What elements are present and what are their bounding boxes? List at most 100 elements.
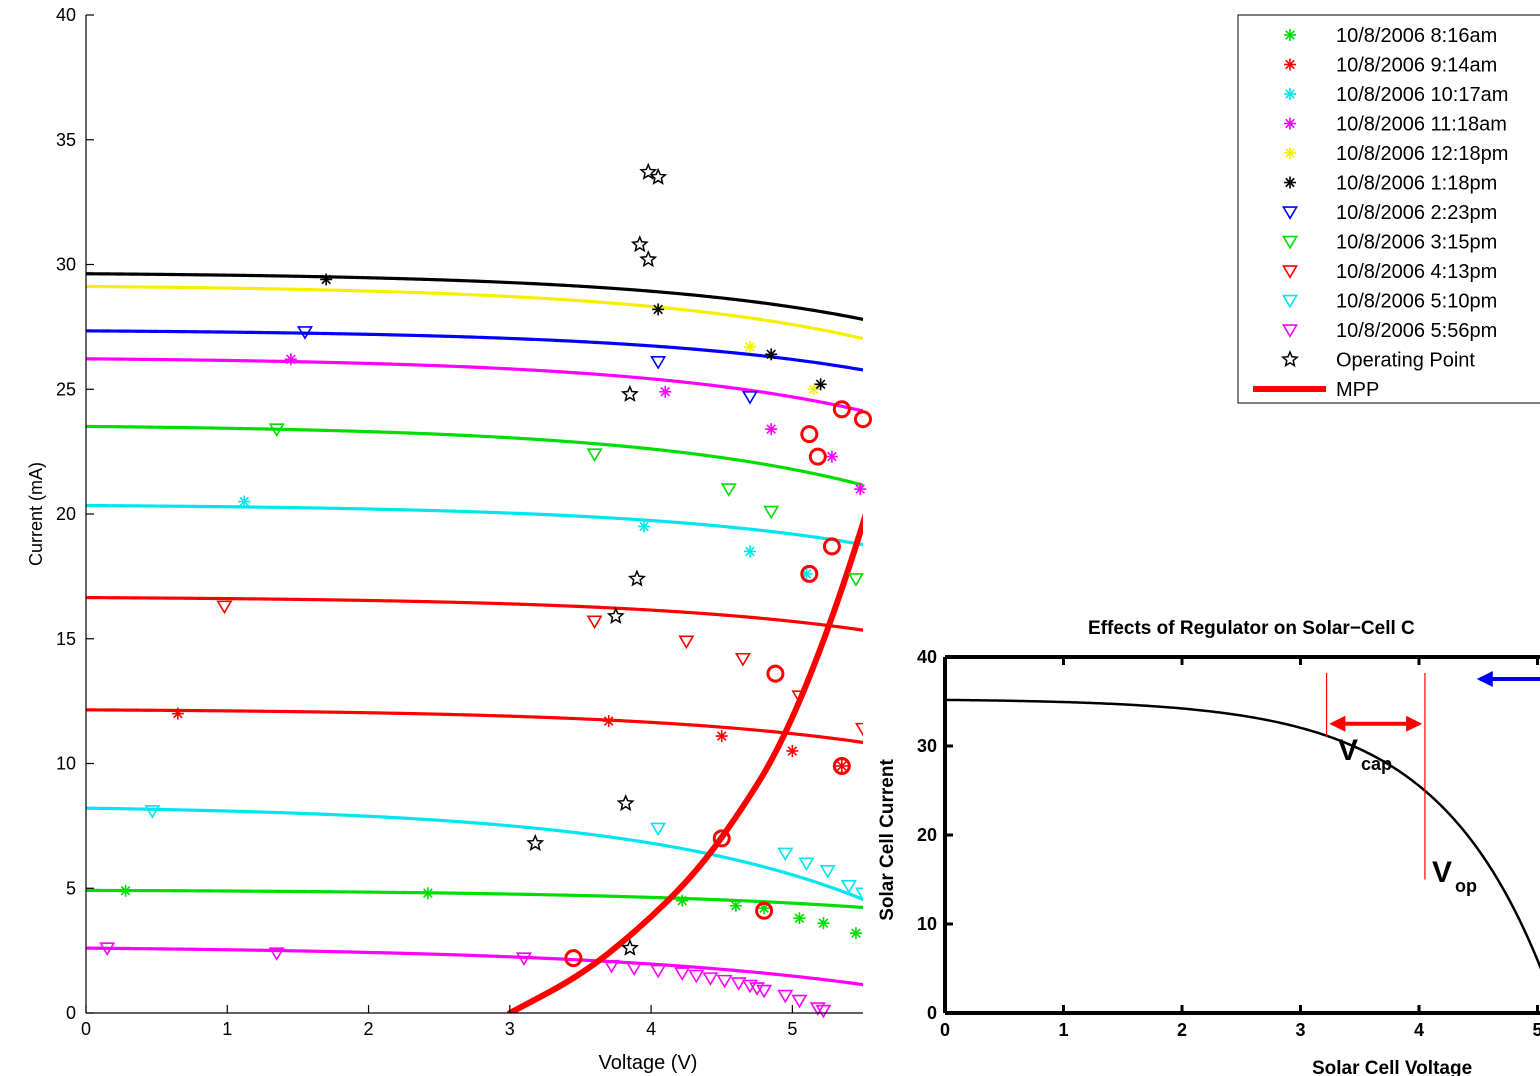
- x-tick-label-4: 4: [646, 1019, 656, 1039]
- x-tick-label-5: 5: [787, 1019, 797, 1039]
- marker-10-8-2006-5-56pm-14: [777, 989, 794, 1004]
- legend-item-10-8-2006-2-23pm: 10/8/2006 2:23pm: [1282, 202, 1497, 224]
- inset-curve: [945, 698, 1540, 970]
- legend: 10/8/2006 8:16am 10/8/2006 9:14am 10/8/200…: [1237, 14, 1540, 404]
- legend-label: 10/8/2006 10:17am: [1336, 84, 1508, 106]
- mpp-point-4: [766, 664, 785, 683]
- legend-item-mpp: MPP: [1253, 379, 1379, 401]
- legend-swatch-10-8-2006-11-18am: [1284, 117, 1296, 130]
- marker-10-8-2006-4-13pm-3: [734, 652, 751, 667]
- legend-item-10-8-2006-5-56pm: 10/8/2006 5:56pm: [1282, 320, 1497, 342]
- legend-item-10-8-2006-10-17am: 10/8/2006 10:17am: [1284, 84, 1508, 106]
- y-tick-label-25: 25: [56, 379, 76, 399]
- marker-10-8-2006-11-18am-4: [854, 483, 867, 496]
- inset-y-tick-label-40: 40: [917, 647, 937, 667]
- fit-curve-10-8-2006-8-16am: [86, 888, 863, 910]
- marker-10-8-2006-8-16am-2: [676, 894, 689, 907]
- y-tick-label-30: 30: [56, 255, 76, 275]
- legend-box: [1237, 14, 1540, 404]
- mpp-point-2: [755, 901, 774, 920]
- marker-10-8-2006-3-15pm-0: [268, 423, 285, 438]
- inset-y-tick-label-10: 10: [917, 914, 937, 934]
- legend-item-10-8-2006-9-14am: 10/8/2006 9:14am: [1284, 55, 1497, 77]
- marker-10-8-2006-5-56pm-2: [515, 952, 532, 966]
- legend-swatch-operating-point: [1281, 350, 1299, 368]
- marker-10-8-2006-9-14am-3: [786, 745, 799, 758]
- mpp-point-9: [832, 400, 851, 419]
- marker-10-8-2006-3-15pm-2: [720, 483, 737, 497]
- y-tick-label-5: 5: [66, 878, 76, 898]
- legend-label: 10/8/2006 5:10pm: [1336, 291, 1497, 313]
- y-tick-label-20: 20: [56, 504, 76, 524]
- marker-10-8-2006-10-17am-0: [238, 495, 251, 508]
- marker-10-8-2006-4-13pm-2: [678, 635, 695, 650]
- legend-swatch-10-8-2006-3-15pm: [1282, 235, 1298, 250]
- marker-10-8-2006-9-14am-1: [602, 715, 615, 728]
- fit-curve-10-8-2006-5-56pm: [86, 946, 863, 987]
- inset-y-tick-label-30: 30: [917, 736, 937, 756]
- marker-operating-point-2: [630, 235, 649, 253]
- legend-label: 10/8/2006 1:18pm: [1336, 173, 1497, 195]
- marker-10-8-2006-11-18am-3: [825, 450, 838, 463]
- marker-operating-point-8: [526, 833, 545, 851]
- marker-10-8-2006-5-10pm-1: [650, 822, 667, 837]
- inset-ticks: 0 1 2 3 4 5 0 10 20 30 40: [917, 647, 1540, 1040]
- mpp-curve: [506, 513, 863, 1013]
- marker-10-8-2006-3-15pm-1: [586, 448, 603, 462]
- marker-10-8-2006-3-15pm-4: [847, 573, 864, 587]
- x-axis-label: Voltage (V): [599, 1052, 698, 1074]
- marker-10-8-2006-11-18am-2: [765, 423, 778, 436]
- marker-operating-point-5: [627, 569, 646, 587]
- marker-10-8-2006-2-23pm-2: [741, 390, 758, 405]
- legend-label: 10/8/2006 2:23pm: [1336, 202, 1497, 224]
- marker-10-8-2006-12-18pm-0: [743, 340, 756, 353]
- legend-item-10-8-2006-8-16am: 10/8/2006 8:16am: [1284, 25, 1497, 47]
- marker-operating-point-3: [639, 250, 658, 268]
- mpp-point-8: [808, 447, 827, 466]
- marker-operating-point-9: [620, 938, 639, 956]
- marker-10-8-2006-5-56pm-6: [674, 967, 691, 981]
- fit-curve-10-8-2006-1-18pm: [86, 272, 863, 321]
- legend-label: 10/8/2006 8:16am: [1336, 25, 1497, 47]
- marker-operating-point-0: [639, 162, 658, 180]
- legend-swatch-10-8-2006-5-56pm: [1282, 324, 1298, 338]
- marker-10-8-2006-5-56pm-16: [809, 1002, 826, 1016]
- legend-swatch-10-8-2006-4-13pm: [1282, 265, 1298, 279]
- fit-curve-10-8-2006-12-18pm: [86, 284, 863, 341]
- main-ticks: 0 1 2 3 4 5 0 5 10 15 20 25 30 35 40: [56, 5, 797, 1039]
- marker-10-8-2006-4-13pm-1: [586, 615, 603, 630]
- legend-label: 10/8/2006 11:18am: [1336, 114, 1507, 136]
- legend-swatch-10-8-2006-9-14am: [1284, 58, 1296, 71]
- y-tick-label-40: 40: [56, 5, 76, 25]
- legend-label: 10/8/2006 12:18pm: [1336, 143, 1508, 165]
- marker-10-8-2006-10-17am-1: [638, 520, 651, 533]
- inset-x-axis-label: Solar Cell Voltage: [1312, 1058, 1472, 1076]
- mpp-point-10: [854, 410, 872, 429]
- mpp-point-7: [800, 425, 819, 444]
- fit-curve-10-8-2006-2-23pm: [86, 329, 863, 372]
- legend-swatch-10-8-2006-10-17am: [1284, 88, 1296, 100]
- marker-operating-point-7: [616, 793, 635, 812]
- legend-item-10-8-2006-11-18am: 10/8/2006 11:18am: [1284, 114, 1507, 136]
- marker-10-8-2006-9-14am-2: [715, 730, 728, 743]
- inset-x-tick-label-1: 1: [1058, 1020, 1068, 1040]
- inset-x-tick-label-4: 4: [1414, 1020, 1424, 1040]
- x-tick-label-0: 0: [81, 1019, 91, 1039]
- legend-item-10-8-2006-12-18pm: 10/8/2006 12:18pm: [1284, 143, 1508, 165]
- fit-curve-10-8-2006-9-14am: [86, 708, 863, 745]
- marker-10-8-2006-8-16am-0: [119, 884, 132, 897]
- marker-10-8-2006-5-56pm-15: [791, 994, 808, 1009]
- marker-10-8-2006-9-14am-4: [835, 759, 848, 772]
- marker-10-8-2006-11-18am-1: [659, 385, 672, 398]
- marker-10-8-2006-1-18pm-3: [814, 378, 827, 391]
- marker-10-8-2006-1-18pm-2: [765, 348, 778, 361]
- mpp-point-3: [832, 756, 851, 775]
- mpp-point-1: [712, 829, 731, 848]
- mpp-point-5: [800, 564, 819, 583]
- marker-10-8-2006-5-56pm-0: [99, 942, 116, 956]
- marker-10-8-2006-5-56pm-3: [603, 959, 620, 974]
- fit-curve-10-8-2006-3-15pm: [86, 424, 863, 487]
- inset-y-tick-label-20: 20: [917, 825, 937, 845]
